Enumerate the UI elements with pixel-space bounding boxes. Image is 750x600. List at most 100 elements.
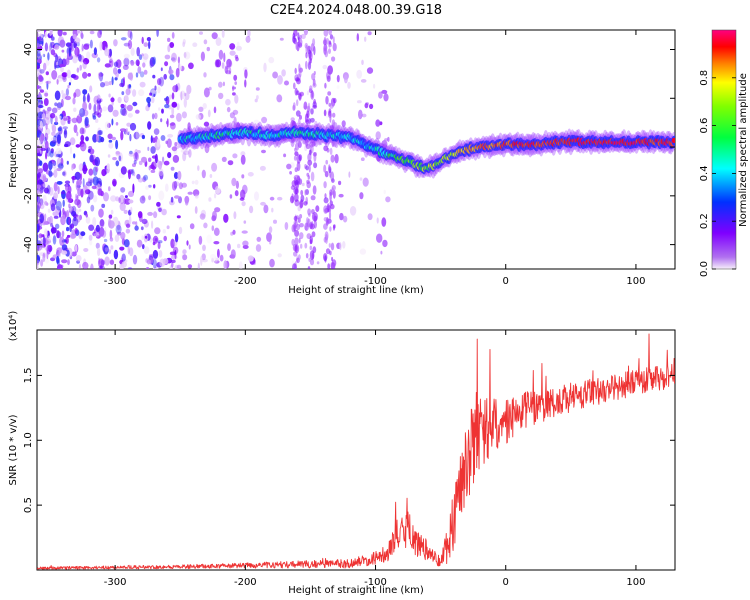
noise-speckle (376, 233, 383, 243)
noise-speckle (103, 238, 108, 243)
noise-speckle (312, 152, 317, 157)
noise-speckle (80, 188, 84, 198)
noise-speckle (142, 53, 149, 60)
noise-speckle (107, 104, 114, 113)
noise-speckle (115, 72, 119, 78)
noise-speckle (161, 108, 164, 114)
noise-speckle (37, 106, 41, 113)
noise-speckle (72, 217, 79, 227)
noise-speckle (229, 112, 235, 119)
noise-speckle (49, 30, 53, 35)
noise-speckle (149, 92, 153, 96)
noise-speckle (328, 243, 331, 248)
noise-speckle (157, 241, 161, 250)
noise-speckle (229, 194, 233, 199)
noise-speckle (221, 30, 225, 38)
noise-speckle (211, 162, 218, 172)
noise-speckle (48, 160, 53, 171)
noise-speckle (137, 150, 141, 154)
noise-speckle (203, 39, 208, 45)
noise-speckle (73, 107, 77, 113)
noise-speckle (171, 92, 175, 100)
noise-speckle (137, 66, 142, 74)
noise-speckle (72, 97, 76, 105)
noise-speckle (303, 101, 308, 110)
noise-speckle (179, 90, 186, 100)
noise-speckle (179, 63, 182, 71)
noise-speckle (366, 67, 374, 74)
noise-speckle (203, 222, 208, 229)
noise-speckle (61, 90, 64, 95)
noise-speckle (40, 89, 44, 93)
noise-speckle (194, 206, 198, 214)
noise-speckle (247, 255, 254, 262)
noise-speckle (148, 40, 151, 50)
noise-speckle (151, 113, 155, 120)
noise-speckle (56, 78, 59, 85)
noise-speckle (375, 131, 381, 140)
noise-speckle (139, 195, 146, 204)
noise-speckle (263, 62, 267, 73)
noise-speckle (127, 30, 132, 39)
noise-speckle (81, 43, 84, 52)
noise-speckle (296, 90, 300, 96)
noise-speckle (299, 232, 304, 240)
noise-speckle (304, 242, 308, 249)
noise-speckle (82, 71, 88, 79)
noise-speckle (211, 257, 214, 263)
noise-speckle (151, 220, 154, 229)
noise-speckle (37, 104, 44, 109)
noise-speckle (232, 85, 235, 92)
noise-speckle (330, 204, 335, 210)
noise-speckle (328, 210, 332, 221)
noise-speckle (142, 62, 146, 68)
noise-speckle (127, 169, 134, 175)
noise-speckle (381, 89, 388, 94)
noise-speckle (41, 182, 46, 189)
noise-speckle (112, 180, 117, 187)
noise-speckle (311, 73, 316, 81)
noise-speckle (226, 106, 231, 113)
noise-speckle (101, 203, 106, 208)
noise-speckle (148, 165, 151, 171)
noise-speckle (183, 52, 187, 58)
noise-speckle (154, 112, 158, 120)
noise-speckle (119, 82, 125, 87)
noise-speckle (362, 177, 369, 187)
noise-speckle (312, 82, 317, 88)
noise-speckle (208, 197, 212, 202)
noise-speckle (37, 233, 39, 243)
noise-speckle (182, 254, 188, 261)
noise-speckle (153, 211, 158, 219)
noise-speckle (160, 67, 163, 72)
noise-speckle (38, 41, 44, 45)
noise-speckle (121, 108, 128, 117)
noise-speckle (129, 87, 132, 94)
noise-speckle (214, 185, 221, 194)
noise-speckle (50, 203, 56, 212)
noise-speckle (329, 147, 333, 155)
noise-speckle (80, 48, 84, 53)
noise-speckle (117, 68, 122, 74)
noise-speckle (75, 209, 79, 215)
noise-speckle (174, 233, 179, 243)
noise-speckle (307, 102, 311, 112)
noise-speckle (107, 154, 111, 158)
noise-speckle (46, 249, 49, 260)
noise-speckle (69, 146, 73, 155)
noise-speckle (170, 238, 175, 249)
noise-speckle (76, 114, 83, 124)
noise-speckle (225, 98, 231, 106)
noise-speckle (223, 260, 228, 269)
noise-speckle (115, 151, 121, 157)
noise-speckle (98, 71, 104, 82)
noise-speckle (148, 195, 152, 201)
noise-speckle (97, 188, 102, 196)
noise-speckle (98, 72, 104, 77)
noise-speckle (79, 127, 85, 135)
noise-speckle (323, 181, 327, 189)
noise-speckle (323, 109, 327, 117)
noise-speckle (309, 258, 315, 266)
noise-speckle (132, 254, 138, 265)
